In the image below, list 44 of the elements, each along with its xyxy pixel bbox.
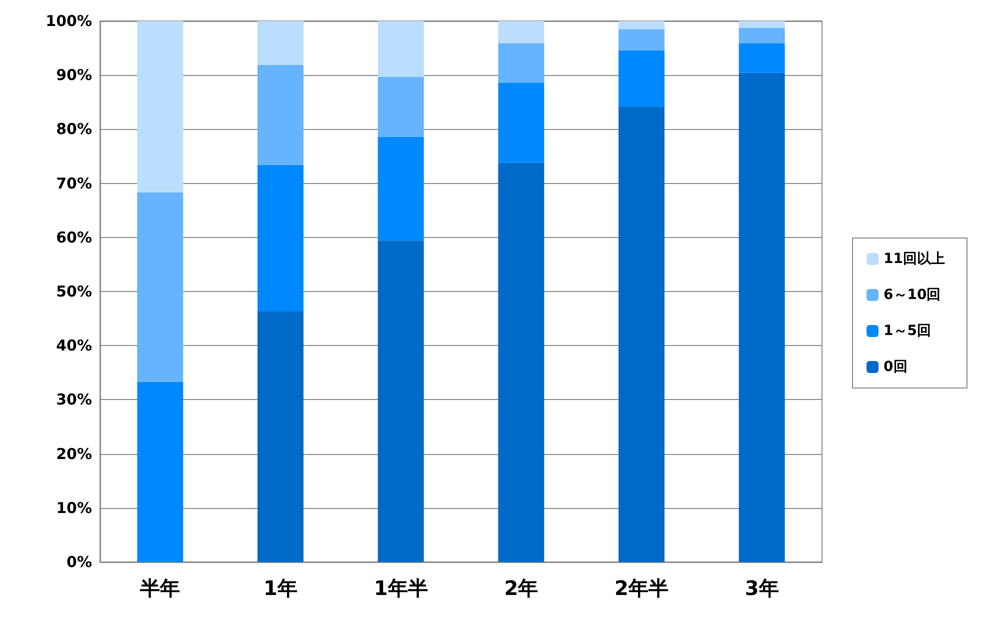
bar — [258, 312, 304, 562]
y-tick-label: 40% — [56, 336, 92, 355]
y-tick-label: 30% — [56, 390, 92, 409]
x-tick-label: 2年半 — [614, 576, 668, 600]
bar — [738, 72, 785, 562]
bar — [378, 240, 424, 562]
x-tick-label: 1年半 — [374, 576, 428, 600]
bar — [137, 192, 184, 382]
x-tick-label: 1年 — [264, 576, 298, 600]
bar — [618, 29, 664, 50]
bar — [498, 43, 544, 83]
bar — [378, 136, 424, 241]
bar — [137, 382, 184, 562]
y-tick-label: 100% — [46, 12, 92, 30]
bar — [498, 162, 544, 562]
bar — [498, 21, 544, 44]
bar — [258, 164, 304, 312]
y-tick-label: 90% — [56, 66, 92, 84]
bar — [738, 28, 785, 44]
x-tick-label: 2年 — [504, 576, 538, 600]
legend-label: 11回以上 — [884, 251, 945, 267]
y-tick-label: 20% — [56, 444, 92, 463]
y-tick-label: 80% — [56, 120, 92, 138]
y-tick-label: 60% — [56, 228, 92, 246]
legend-label: 1～5回 — [884, 323, 931, 339]
y-tick-label: 0% — [66, 553, 92, 571]
bar — [258, 64, 304, 165]
bar — [738, 21, 785, 28]
bar — [258, 21, 304, 65]
x-tick-label: 半年 — [139, 576, 180, 600]
bar — [738, 43, 785, 73]
y-tick-label: 70% — [56, 174, 92, 192]
bar — [378, 21, 424, 77]
y-tick-label: 50% — [56, 282, 92, 300]
bar — [618, 21, 664, 30]
legend-label: 0回 — [884, 359, 908, 375]
y-tick-label: 10% — [56, 498, 92, 517]
bar — [618, 50, 664, 108]
bar — [378, 76, 424, 137]
x-tick-label: 3年 — [744, 576, 779, 600]
legend-label: 6～10回 — [884, 287, 941, 303]
bar — [137, 21, 184, 192]
bar — [618, 107, 664, 562]
bar — [498, 82, 544, 163]
